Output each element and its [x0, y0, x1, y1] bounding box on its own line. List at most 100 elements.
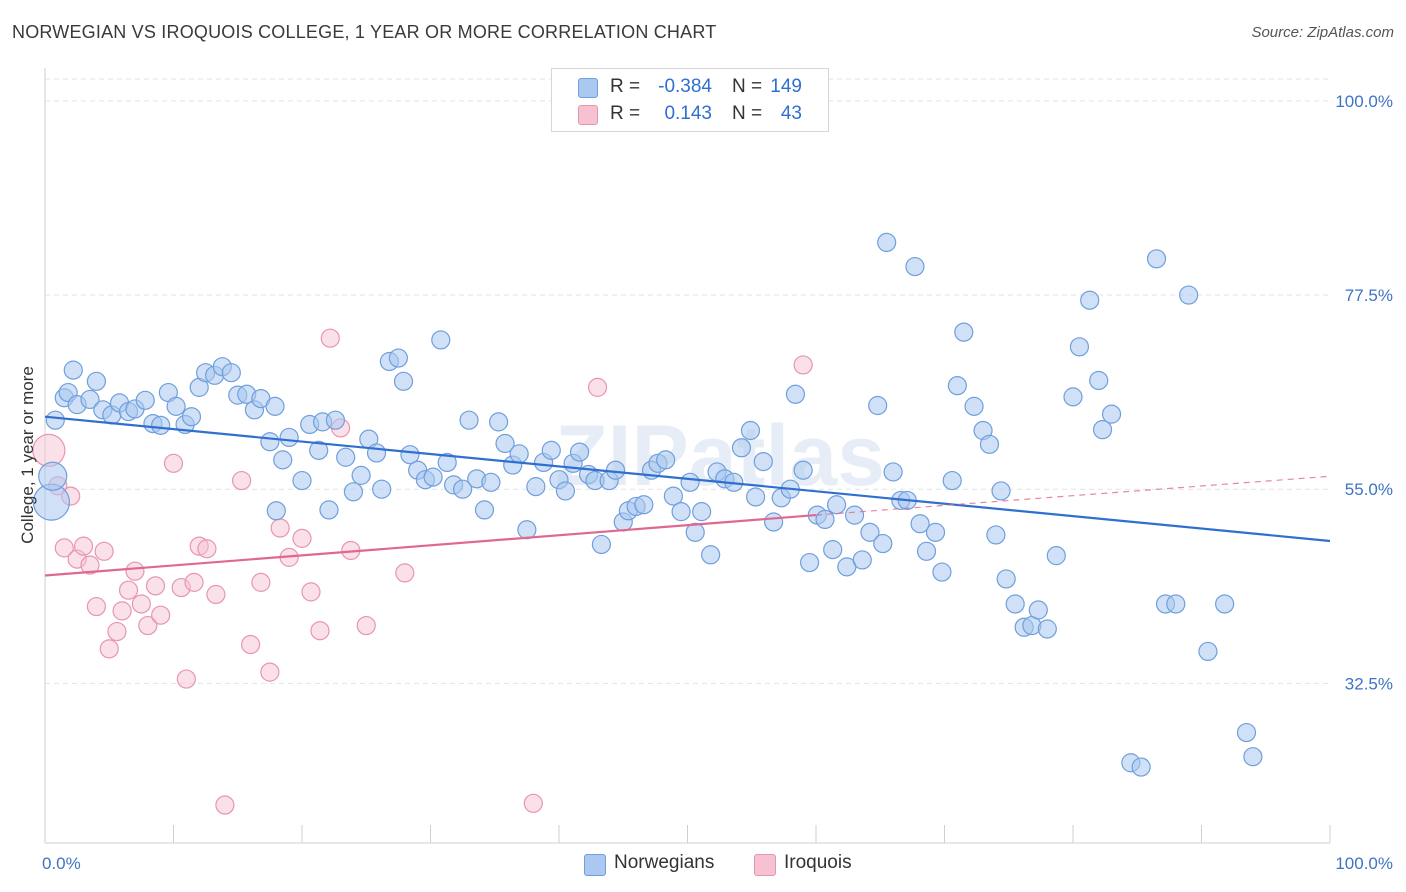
iroquois-point — [310, 621, 330, 641]
iroquois-trend-line — [44, 513, 817, 577]
norwegians-point — [1028, 600, 1048, 620]
norwegians-point — [265, 396, 285, 416]
norwegians-point — [692, 502, 712, 522]
iroquois-point — [125, 561, 145, 581]
norwegians-point — [1005, 594, 1025, 614]
y-axis-label: College, 1 year or more — [18, 366, 37, 544]
legend-r-label: R = — [610, 103, 641, 124]
norwegians-point — [942, 470, 962, 491]
bottom-legend-swatch-blue — [584, 854, 606, 876]
norwegians-point — [591, 534, 612, 555]
legend-r-value: -0.384 — [658, 76, 712, 97]
norwegians-point — [986, 525, 1006, 545]
norwegians-point — [746, 487, 766, 507]
norwegians-point — [1069, 337, 1090, 357]
iroquois-point — [86, 596, 107, 617]
norwegians-point — [80, 389, 100, 410]
norwegians-point — [1179, 285, 1199, 305]
legend-n-value: 43 — [780, 103, 802, 124]
norwegians-point — [877, 232, 897, 253]
iroquois-point — [395, 563, 415, 583]
norwegians-point — [135, 390, 155, 410]
norwegians-point — [932, 562, 952, 582]
norwegians-point — [541, 440, 561, 460]
norwegians-point — [400, 445, 420, 465]
iroquois-point — [251, 572, 271, 592]
norwegians-point — [309, 440, 329, 460]
norwegians-point — [991, 481, 1011, 501]
norwegians-point — [453, 479, 473, 499]
iroquois-point — [241, 634, 261, 655]
bottom-legend-label: Norwegians — [614, 852, 715, 873]
source-credit: Source: ZipAtlas.com — [1251, 24, 1394, 41]
norwegians-point — [166, 396, 186, 416]
legend-r-label: R = — [610, 76, 641, 97]
norwegians-point — [63, 360, 83, 380]
iroquois-point — [163, 453, 184, 473]
legend-n-label: N = — [732, 76, 763, 97]
norwegians-point — [181, 407, 202, 427]
iroquois-point — [112, 601, 132, 621]
iroquois-point — [151, 605, 171, 625]
iroquois-point — [356, 615, 376, 636]
norwegians-point — [1092, 420, 1113, 440]
iroquois-point — [232, 470, 252, 491]
iroquois-point — [197, 539, 217, 559]
legend-r-value: 0.143 — [664, 103, 712, 124]
norwegians-point — [151, 415, 171, 435]
norwegians-point — [1063, 387, 1083, 407]
norwegians-point — [823, 540, 843, 560]
norwegians-point — [1215, 594, 1235, 614]
y-tick-label: 32.5% — [1345, 674, 1393, 693]
norwegians-point — [481, 472, 501, 492]
norwegians-point — [343, 482, 363, 502]
norwegians-point — [1046, 546, 1066, 566]
iroquois-point — [260, 662, 280, 682]
norwegians-point — [86, 371, 107, 391]
norwegians-point — [526, 477, 546, 497]
norwegians-point — [437, 452, 457, 473]
x-tick-label: 0.0% — [42, 854, 81, 873]
norwegians-point — [954, 322, 974, 342]
norwegians-point — [459, 410, 479, 430]
norwegians-point — [740, 420, 761, 441]
norwegians-point — [910, 514, 930, 534]
y-tick-labels: 32.5% 55.0% 77.5% 100.0% — [1335, 92, 1393, 693]
iroquois-point — [145, 576, 166, 596]
norwegians-point — [663, 486, 683, 506]
norwegians-point — [860, 522, 880, 542]
iroquois-point — [523, 793, 543, 813]
iroquois-point — [793, 355, 813, 375]
norwegians-point — [905, 256, 925, 277]
norwegians-point — [1236, 722, 1257, 743]
y-tick-label: 100.0% — [1335, 92, 1393, 111]
legend-swatch-blue — [578, 78, 598, 98]
norwegians-point — [979, 434, 1000, 454]
x-tick-label: 100.0% — [1335, 854, 1393, 873]
watermark: ZIPatlas — [555, 408, 885, 504]
trend-lines — [44, 415, 1331, 577]
norwegians-point — [393, 371, 414, 391]
norwegians-point — [221, 363, 241, 383]
norwegians-point — [671, 502, 691, 522]
norwegians-point — [1101, 404, 1122, 424]
norwegians-point — [1037, 619, 1057, 639]
iroquois-point — [206, 584, 226, 605]
norwegians-point — [685, 522, 705, 542]
norwegians-point — [852, 550, 872, 570]
norwegians-point — [292, 470, 312, 491]
norwegians-point — [656, 450, 676, 470]
iroquois-point — [587, 377, 608, 397]
iroquois-point — [184, 572, 204, 592]
norwegians-point — [423, 467, 443, 487]
norwegians-point — [273, 450, 293, 470]
legend-n-label: N = — [732, 103, 763, 124]
norwegians-point — [1131, 757, 1151, 777]
norwegians-point — [555, 481, 576, 501]
norwegians-point — [569, 442, 590, 462]
norwegians-point — [1089, 370, 1109, 391]
norwegians-point — [868, 395, 888, 416]
norwegians-point — [916, 541, 937, 561]
norwegians-point — [1198, 641, 1218, 662]
norwegians-point — [366, 443, 387, 463]
